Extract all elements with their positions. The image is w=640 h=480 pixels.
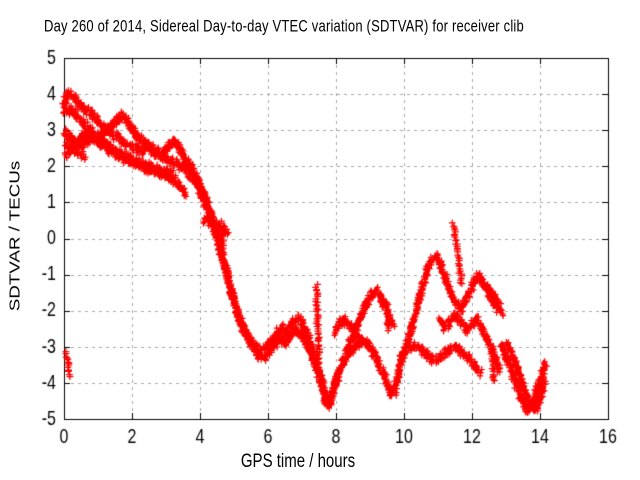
chart-title: Day 260 of 2014, Sidereal Day-to-day VTE… (44, 16, 524, 36)
x-axis-label: GPS time / hours (240, 450, 356, 473)
y-axis-label: SDTVAR / TECUs (6, 160, 24, 312)
